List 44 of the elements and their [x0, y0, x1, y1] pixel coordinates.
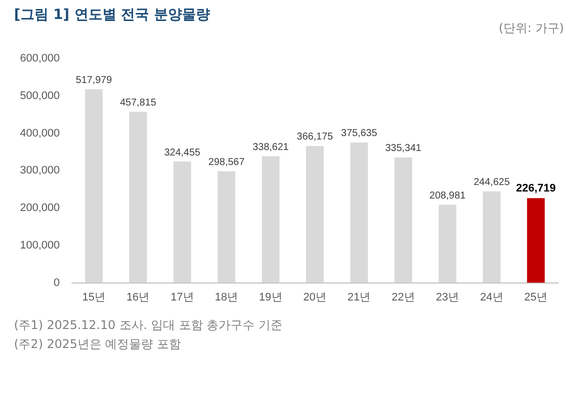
chart-title: [그림 1] 연도별 전국 분양물량: [14, 6, 210, 24]
x-tick-label: 16년: [126, 291, 150, 304]
x-tick-label: 21년: [347, 291, 371, 304]
x-tick-label: 20년: [303, 291, 327, 304]
text: (주1) 2025.12.10 조사. 임대 포함 총가구수 기준: [14, 317, 282, 334]
bar: [350, 142, 368, 283]
bar: [173, 162, 192, 283]
data-label: 335,341: [385, 143, 422, 154]
text: (주2) 2025년은 예정물량 포함: [14, 336, 182, 353]
bar: [306, 146, 324, 283]
data-label: 457,815: [120, 97, 157, 108]
data-label: 226,719: [516, 182, 556, 195]
bar: [482, 191, 501, 283]
y-tick-label: 300,000: [20, 164, 60, 177]
x-tick-label: 19년: [259, 291, 282, 304]
y-tick-label: 500,000: [20, 90, 60, 102]
data-label: 375,635: [341, 128, 378, 140]
data-label: 208,981: [429, 190, 466, 202]
y-tick-label: 100,000: [20, 239, 60, 252]
x-tick-label: 22년: [392, 291, 415, 304]
bar: [218, 171, 236, 283]
x-tick-label: 17년: [170, 291, 194, 304]
x-tick-label: 18년: [214, 291, 238, 304]
data-label: 366,175: [296, 132, 334, 143]
data-label: 298,567: [208, 156, 245, 168]
data-label: 338,621: [252, 142, 290, 154]
bar: [394, 157, 412, 283]
y-tick-label: 600,000: [20, 52, 60, 65]
y-tick-label: 200,000: [20, 202, 60, 214]
x-tick-label: 25년: [524, 291, 548, 304]
x-tick-label: 23년: [436, 291, 460, 304]
x-tick-label: 15년: [82, 291, 106, 304]
x-tick-label: 24년: [480, 291, 504, 304]
bar: [438, 204, 456, 283]
bar: [527, 198, 545, 283]
data-label: 244,625: [474, 177, 510, 188]
bar: [129, 112, 147, 283]
data-label: 517,979: [76, 75, 112, 86]
bar: [262, 156, 280, 283]
y-tick-label: 400,000: [20, 127, 60, 140]
bar: [85, 89, 103, 283]
y-tick-label: 0: [54, 276, 60, 289]
data-label: 324,455: [164, 147, 201, 158]
chart-subtitle: (단위: 가구): [498, 20, 564, 37]
